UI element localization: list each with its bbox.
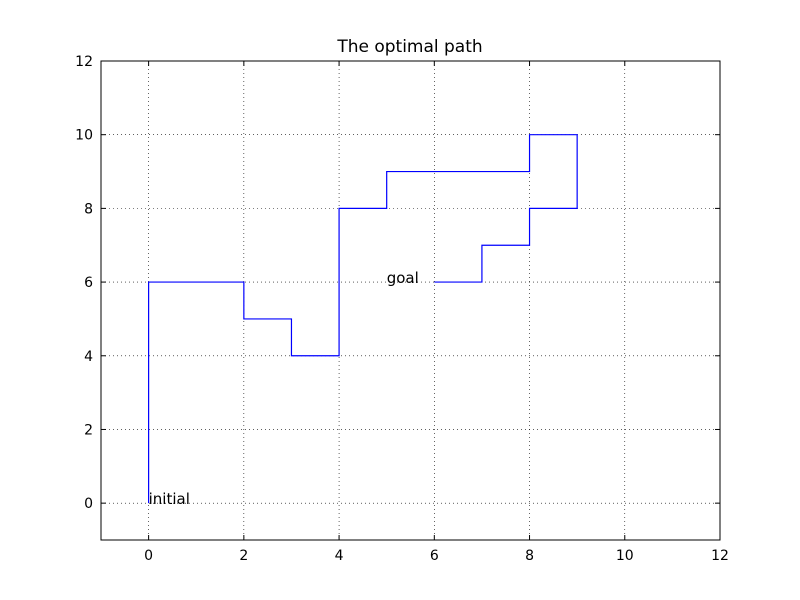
y-tick-label: 6	[84, 275, 93, 291]
y-tick-label: 10	[75, 128, 93, 144]
x-tick-label: 4	[335, 548, 344, 564]
y-tick-label: 4	[84, 349, 93, 365]
x-tick-label: 2	[239, 548, 248, 564]
series-layer	[148, 134, 578, 504]
annotations: initial goal	[149, 269, 419, 508]
x-tick-label: 8	[525, 548, 534, 564]
annotation-goal: goal	[387, 269, 419, 287]
y-tick-label: 2	[84, 422, 93, 438]
x-tick-label: 0	[144, 548, 153, 564]
x-tick-label: 10	[616, 548, 634, 564]
y-tick-label: 8	[84, 201, 93, 217]
chart-title: The optimal path	[336, 37, 482, 57]
y-tick-label: 12	[75, 54, 93, 70]
plot-frame	[100, 60, 721, 541]
path-line	[148, 134, 578, 504]
annotation-initial: initial	[149, 490, 190, 508]
x-tick-label: 12	[711, 548, 729, 564]
y-tick-label: 0	[84, 496, 93, 512]
x-tick-label: 6	[430, 548, 439, 564]
plot-area	[101, 61, 720, 540]
